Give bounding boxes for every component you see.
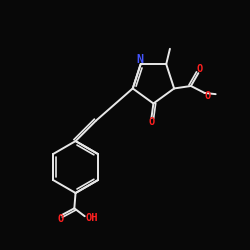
Text: O: O: [148, 117, 154, 127]
Text: N: N: [136, 53, 143, 66]
Text: O: O: [196, 64, 202, 74]
Text: OH: OH: [86, 213, 98, 223]
Text: O: O: [57, 214, 64, 224]
Text: O: O: [205, 91, 211, 101]
